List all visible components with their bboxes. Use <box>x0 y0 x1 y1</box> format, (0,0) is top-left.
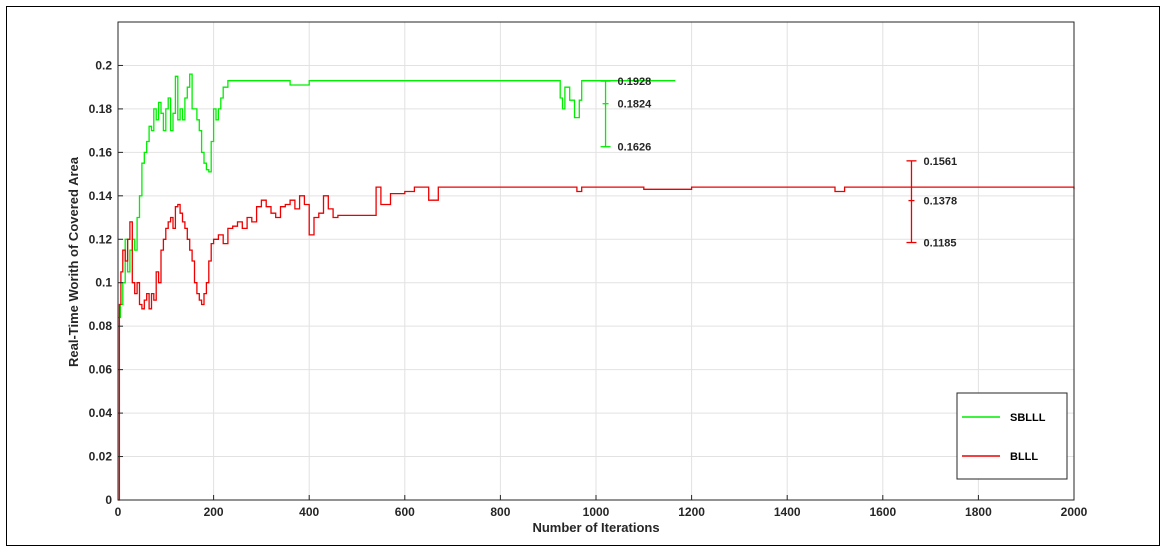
error-bar-label-mean: 0.1378 <box>923 196 957 208</box>
x-tick-label: 1000 <box>583 505 610 519</box>
y-axis-label: Real-Time Worith of Covered Area <box>66 156 81 367</box>
y-tick-label: 0.2 <box>95 58 112 72</box>
y-tick-label: 0.14 <box>89 189 113 203</box>
error-bar-label-upper: 0.1561 <box>923 156 957 168</box>
y-tick-label: 0.18 <box>89 102 113 116</box>
series-layer <box>118 73 1075 501</box>
legend-label-sblll: SBLLL <box>1010 412 1046 424</box>
x-tick-label: 0 <box>115 505 122 519</box>
x-tick-label: 1200 <box>678 505 705 519</box>
grid <box>117 22 1075 501</box>
error-bar-label-mean: 0.1824 <box>618 99 653 111</box>
error-bar-label-lower: 0.1185 <box>923 238 956 250</box>
legend-box <box>956 392 1068 480</box>
series-line-blll <box>118 186 1075 501</box>
y-axis-ticks: 0 0.02 0.04 0.06 0.08 0.1 0.12 0.14 0.16 0.18 0.2 <box>89 58 123 507</box>
y-tick-label: 0.12 <box>89 232 113 246</box>
error-bar-label-lower: 0.1626 <box>618 142 652 154</box>
x-axis-label: Number of Iterations <box>532 520 659 535</box>
x-axis-ticks: 0 200 400 600 800 1000 1200 1400 1600 1800 2000 <box>115 495 1088 519</box>
y-tick-label: 0.1 <box>95 276 112 290</box>
legend: SBLLL BLLL <box>956 392 1068 480</box>
x-tick-label: 800 <box>490 505 510 519</box>
y-tick-label: 0.02 <box>89 450 113 464</box>
y-tick-label: 0.08 <box>89 319 113 333</box>
x-tick-label: 1400 <box>774 505 801 519</box>
x-tick-label: 600 <box>395 505 415 519</box>
y-tick-label: 0.16 <box>89 145 113 159</box>
x-tick-label: 200 <box>204 505 224 519</box>
error-bar-label-upper: 0.1928 <box>618 76 652 88</box>
error-bar-sblll: 0.1928 0.1824 0.1626 <box>600 76 653 154</box>
y-tick-label: 0.06 <box>89 363 113 377</box>
y-tick-label: 0.04 <box>89 406 113 420</box>
y-tick-label: 0 <box>105 493 112 507</box>
x-tick-label: 400 <box>299 505 319 519</box>
error-bar-blll: 0.1561 0.1378 0.1185 <box>906 156 957 250</box>
legend-label-blll: BLLL <box>1010 451 1038 463</box>
series-line-sblll <box>118 73 676 319</box>
errorbar-layer: 0.1928 0.1824 0.1626 0.1561 0.1378 0.1185 <box>600 76 957 250</box>
x-tick-label: 2000 <box>1061 505 1088 519</box>
x-tick-label: 1600 <box>869 505 896 519</box>
x-tick-label: 1800 <box>965 505 992 519</box>
plot-area: 0.1928 0.1824 0.1626 0.1561 0.1378 0.1185 <box>117 21 1075 501</box>
